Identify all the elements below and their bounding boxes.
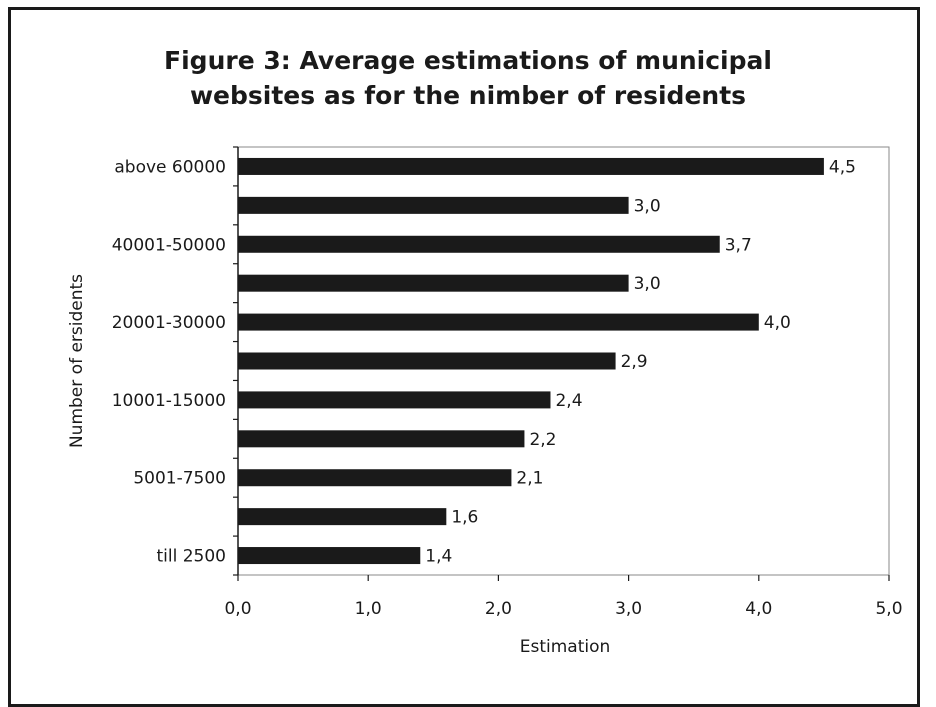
x-tick-label: 5,0 xyxy=(875,599,902,619)
chart-title-line2: websites as for the nimber of residents xyxy=(189,81,747,110)
x-tick-label: 3,0 xyxy=(615,599,642,619)
x-tick-label: 2,0 xyxy=(485,599,512,619)
bar-value-label: 3,0 xyxy=(634,274,661,294)
x-tick-label: 4,0 xyxy=(745,599,772,619)
bar xyxy=(238,235,720,253)
y-tick-label: till 2500 xyxy=(156,547,226,567)
bar-value-label: 2,2 xyxy=(529,430,556,450)
y-tick-label: 10001-15000 xyxy=(112,391,226,411)
bar xyxy=(238,430,525,448)
bar-value-label: 1,4 xyxy=(425,547,452,567)
bar xyxy=(238,157,824,175)
bar xyxy=(238,547,421,565)
x-axis-label: Estimation xyxy=(520,637,611,657)
bar xyxy=(238,391,551,409)
chart-title-line1: Figure 3: Average estimations of municip… xyxy=(164,46,772,75)
x-tick-label: 1,0 xyxy=(355,599,382,619)
y-tick-label: 40001-50000 xyxy=(112,235,226,255)
bar-value-label: 3,0 xyxy=(634,196,661,216)
x-tick-label: 0,0 xyxy=(224,599,251,619)
bar-value-label: 4,5 xyxy=(829,157,856,177)
bars-group: 4,5 above 60000 3,0 3,7 40001-50000 3,0 4,0 200… xyxy=(112,146,903,619)
bar xyxy=(238,274,629,292)
bar xyxy=(238,313,759,331)
bar-value-label: 1,6 xyxy=(451,508,478,528)
bar xyxy=(238,352,616,370)
y-axis-label: Number of ersidents xyxy=(67,274,87,448)
y-tick-label: 20001-30000 xyxy=(112,313,226,333)
y-tick-label: above 60000 xyxy=(114,157,226,177)
bar-value-label: 2,9 xyxy=(621,352,648,372)
bar xyxy=(238,469,512,487)
bar xyxy=(238,196,629,214)
bar xyxy=(238,508,447,526)
bar-value-label: 4,0 xyxy=(764,313,791,333)
y-tick-label: 5001-7500 xyxy=(133,469,226,489)
bar-value-label: 3,7 xyxy=(725,235,752,255)
bar-value-label: 2,4 xyxy=(555,391,582,411)
bar-value-label: 2,1 xyxy=(516,469,543,489)
